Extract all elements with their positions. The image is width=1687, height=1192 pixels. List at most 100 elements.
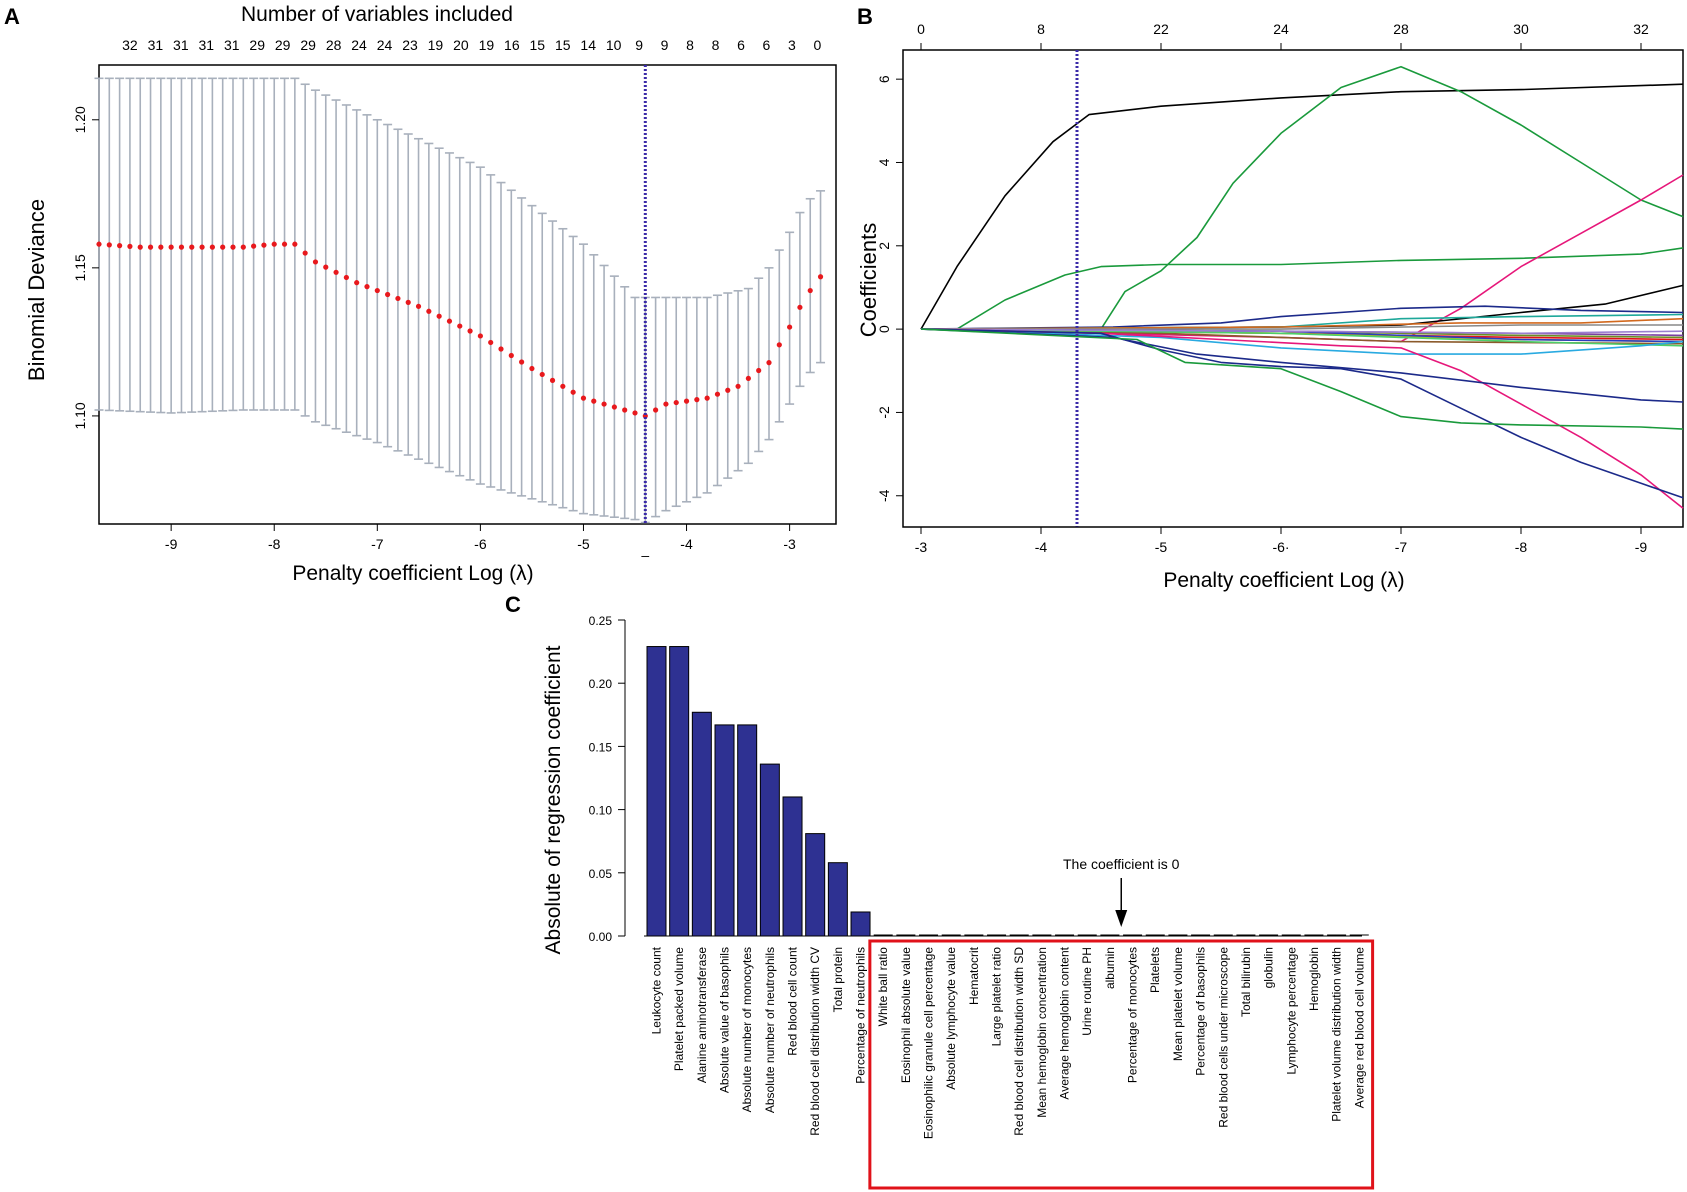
category-label: Eosinophil absolute value — [899, 947, 913, 1083]
category-label: Mean platelet volume — [1171, 947, 1185, 1061]
top-tick-label: 15 — [529, 37, 545, 53]
top-tick-label: 24 — [351, 37, 367, 53]
cv-point — [251, 243, 257, 249]
coef-path-black-1 — [920, 83, 1684, 330]
top-tick-label: 8 — [712, 37, 720, 53]
top-tick-label: 6 — [737, 37, 745, 53]
chart-a-y-axis: 1.10 1.15 1.20 — [72, 106, 99, 430]
chart-c-category-labels: Leukocyte count Platelet packed volume Ala… — [650, 946, 1367, 1139]
cv-point — [725, 387, 731, 393]
category-label: Average hemoglobin content — [1058, 946, 1072, 1099]
cv-point — [137, 244, 143, 250]
cv-point — [312, 259, 319, 265]
cv-point — [797, 304, 803, 310]
cv-point — [343, 274, 349, 281]
top-tick-label: 16 — [504, 37, 520, 53]
cv-point — [807, 287, 813, 294]
category-label: Average red blood cell volume — [1352, 947, 1366, 1109]
category-label: Hemoglobin — [1307, 947, 1321, 1011]
chart-c-annotation: The coefficient is 0 — [1063, 856, 1180, 872]
cv-point — [405, 299, 411, 305]
category-label: Absolute value of basophils — [718, 947, 732, 1093]
x-tick-label: -4 — [1035, 539, 1048, 555]
cv-point — [488, 339, 494, 346]
cv-point — [415, 303, 422, 309]
cv-point — [199, 244, 205, 250]
bar — [850, 911, 871, 937]
top-tick-label: 15 — [555, 37, 571, 53]
category-label: Total bilirubin — [1239, 947, 1253, 1017]
category-label: Total protein — [831, 947, 845, 1012]
cv-point — [591, 398, 597, 404]
chart-b-xlabel: Penalty coefficient Log (λ) — [1163, 569, 1404, 592]
y-tick-label: 0 — [876, 325, 892, 333]
coef-path-navy-down — [920, 328, 1684, 499]
cv-point — [457, 323, 463, 329]
chart-a-points — [96, 241, 824, 419]
y-tick-label: 0.15 — [589, 740, 613, 754]
top-tick-label: 29 — [300, 37, 316, 53]
cv-point — [147, 244, 154, 250]
x-tick-label: -7 — [371, 536, 384, 552]
category-label: White ball ratio — [876, 947, 890, 1027]
coef-path-gray — [921, 324, 1683, 330]
cv-point — [271, 241, 277, 247]
chart-a-ylabel: Binomial Deviance — [24, 199, 49, 381]
cv-point — [292, 241, 298, 247]
cv-point — [580, 395, 587, 401]
cv-point — [529, 365, 535, 372]
category-label: Urine routine PH — [1080, 947, 1094, 1036]
coef-path-light-blue — [920, 328, 1684, 355]
x-tick-label: -5 — [1155, 539, 1168, 555]
cv-point — [756, 367, 762, 374]
cv-point — [745, 375, 751, 382]
chart-b-ylabel: Coefficients — [856, 223, 881, 338]
cv-point — [158, 244, 164, 250]
bar — [669, 646, 690, 937]
cv-point — [601, 401, 607, 407]
y-tick-label: 0.00 — [589, 930, 613, 944]
cv-point — [570, 389, 576, 395]
x-tick-label: -8 — [1515, 539, 1528, 555]
cv-point — [261, 242, 267, 248]
category-label: Percentage of neutrophils — [854, 947, 868, 1084]
cv-point — [220, 244, 226, 250]
cv-point — [498, 346, 504, 352]
cv-point — [776, 342, 782, 348]
cv-point — [663, 401, 669, 407]
cv-point — [426, 308, 432, 314]
category-label: Red blood cell distribution width CV — [808, 947, 822, 1136]
cv-point — [714, 391, 721, 397]
cv-point — [508, 352, 514, 359]
panel-a-letter: A — [4, 4, 20, 29]
arrow-head — [1115, 910, 1128, 927]
category-label: Percentage of monocytes — [1126, 947, 1140, 1083]
cv-point — [673, 399, 679, 406]
coef-path-lavender — [920, 328, 1684, 335]
y-tick-label: 1.20 — [72, 106, 88, 133]
cv-point — [385, 291, 391, 298]
category-label: Lymphocyte percentage — [1284, 947, 1298, 1075]
cv-point — [539, 371, 545, 378]
y-tick-label: 0.05 — [589, 867, 613, 881]
top-tick-label: 19 — [428, 37, 444, 53]
y-tick-label: 6 — [876, 75, 892, 83]
category-label: Absolute number of neutrophils — [763, 947, 777, 1113]
category-label: Hematocrit — [967, 946, 981, 1005]
category-label: Platelet packed volume — [672, 947, 686, 1071]
category-label: Eosinophilic granule cell percentage — [922, 947, 936, 1139]
chart-c: 0.00 0.05 0.10 0.15 0.20 0.25 Leukocyte count… — [542, 614, 1375, 1190]
y-tick-label: 1.10 — [72, 402, 88, 429]
top-tick-label: 31 — [224, 37, 240, 53]
bar — [805, 833, 826, 937]
cv-point — [704, 395, 710, 401]
bar — [827, 862, 848, 937]
cv-point — [560, 383, 566, 389]
chart-a-frame — [98, 64, 837, 525]
chart-a-top-axis: 32 31 31 31 31 29 29 29 28 24 24 23 19 20 19 16 15 15 14 10… — [122, 37, 821, 53]
cv-point — [333, 269, 339, 275]
x-tick-label: -9 — [165, 536, 178, 552]
category-label: Leukocyte count — [650, 946, 664, 1034]
cv-point — [694, 397, 700, 403]
coef-path-orange — [920, 317, 1684, 330]
